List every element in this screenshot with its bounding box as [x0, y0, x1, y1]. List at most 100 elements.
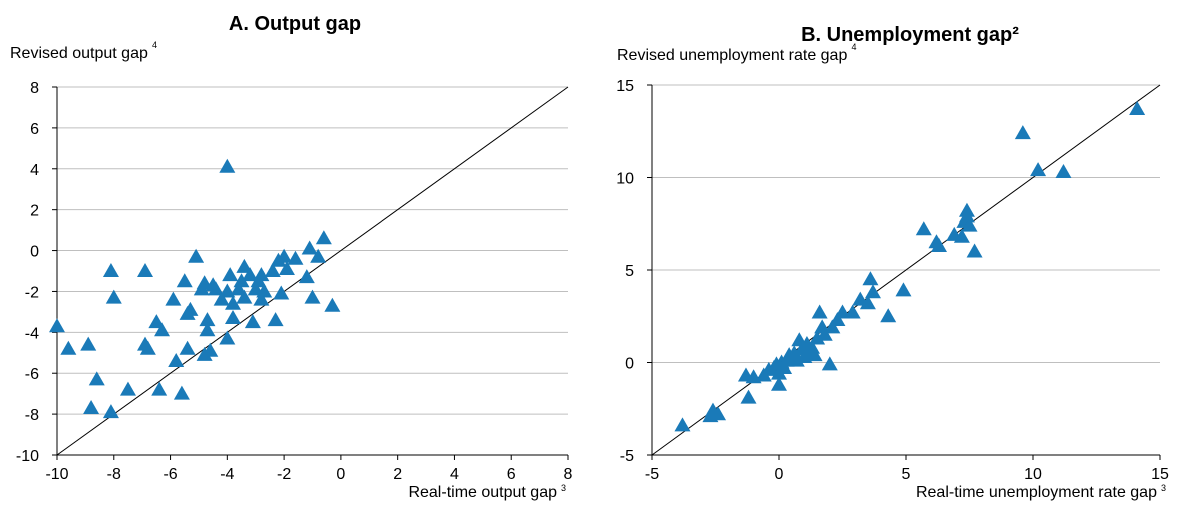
data-point: [207, 281, 224, 296]
data-point: [915, 221, 932, 236]
data-point: [776, 360, 793, 375]
y-axis-label: Revised unemployment rate gap: [617, 47, 847, 64]
data-point: [931, 237, 948, 252]
x-tick-label: 0: [775, 466, 784, 483]
data-point: [304, 289, 321, 304]
chart-title: A. Output gap: [229, 13, 361, 35]
data-point: [674, 417, 691, 432]
data-point: [966, 243, 983, 258]
data-point: [315, 230, 332, 245]
data-point: [859, 295, 876, 310]
data-point: [139, 340, 156, 355]
x-tick-label: 8: [564, 466, 573, 483]
data-point: [165, 291, 182, 306]
x-tick-label: 2: [393, 466, 402, 483]
data-point: [137, 263, 154, 277]
data-point: [953, 228, 970, 243]
data-point: [811, 304, 828, 319]
data-point: [253, 267, 270, 282]
y-tick-label: 5: [625, 263, 634, 280]
y-tick-label: 15: [616, 78, 634, 95]
data-point: [771, 376, 787, 391]
x-axis-label: Real-time output gap: [408, 484, 557, 501]
data-point: [225, 310, 242, 325]
data-point: [301, 240, 318, 255]
data-point: [102, 263, 119, 277]
data-point: [253, 291, 270, 306]
data-point: [821, 356, 838, 371]
data-point: [179, 340, 196, 355]
data-point: [88, 371, 105, 386]
x-tick-label: -5: [645, 466, 659, 483]
y-tick-label: 8: [30, 80, 39, 97]
x-tick-label: -10: [45, 466, 68, 483]
data-point: [1030, 162, 1047, 177]
data-point: [233, 273, 250, 288]
x-tick-label: -2: [277, 466, 291, 483]
data-point: [230, 281, 247, 296]
data-point: [710, 406, 727, 421]
y-tick-label: -2: [25, 284, 39, 301]
data-point: [182, 301, 199, 316]
x-tick-label: 15: [1151, 466, 1169, 483]
y-axis-label-note: 4: [152, 40, 157, 50]
x-tick-label: 5: [902, 466, 911, 483]
panel-output-gap: A. Output gap Revised output gap 4 3 Real-ti…: [10, 13, 573, 501]
chart-title: B. Unemployment gap²: [801, 24, 1019, 46]
data-point: [213, 291, 230, 306]
data-point: [278, 260, 295, 275]
x-axis-label-note: 3: [561, 483, 566, 493]
data-point: [324, 297, 341, 312]
data-point: [168, 352, 185, 367]
x-axis-label: Real-time unemployment rate gap: [916, 484, 1157, 501]
data-point: [105, 289, 122, 304]
data-point: [824, 319, 841, 334]
data-point: [219, 158, 236, 173]
data-point: [80, 336, 97, 351]
y-tick-label: 2: [30, 203, 39, 220]
data-point: [256, 283, 273, 298]
data-point: [864, 284, 881, 299]
data-point: [154, 322, 171, 337]
y-tick-label: -8: [25, 407, 39, 424]
y-tick-label: -6: [25, 366, 39, 383]
data-point: [60, 340, 77, 355]
y-tick-label: 0: [625, 356, 634, 373]
data-point: [806, 347, 823, 362]
y-tick-label: 0: [30, 244, 39, 261]
data-point: [834, 304, 851, 319]
data-point: [173, 385, 190, 400]
data-point: [1055, 163, 1072, 178]
data-point: [176, 273, 193, 288]
data-point: [83, 399, 100, 414]
data-point: [236, 258, 253, 273]
data-point: [244, 314, 261, 329]
y-axis-label-note: 4: [851, 42, 856, 52]
data-point: [219, 330, 236, 345]
data-point: [151, 381, 168, 396]
data-point: [102, 404, 119, 419]
y-tick-label: -4: [25, 325, 39, 342]
data-point: [267, 312, 284, 327]
data-point: [199, 322, 216, 337]
y-tick-label: 6: [30, 121, 39, 138]
data-point: [298, 269, 315, 284]
data-point: [202, 342, 219, 357]
data-point: [829, 311, 846, 326]
data-point: [958, 202, 975, 217]
data-point: [242, 267, 259, 282]
data-point: [276, 248, 293, 263]
x-tick-label: 4: [450, 466, 459, 483]
reference-line-45deg: [56, 86, 569, 456]
data-point: [148, 314, 165, 329]
data-point: [1014, 125, 1031, 140]
data-point: [188, 248, 205, 263]
data-point: [809, 330, 826, 345]
data-point: [740, 389, 757, 404]
y-tick-label: -10: [16, 448, 39, 465]
data-point: [1129, 101, 1146, 116]
x-tick-label: -6: [163, 466, 177, 483]
x-tick-label: -8: [107, 466, 121, 483]
